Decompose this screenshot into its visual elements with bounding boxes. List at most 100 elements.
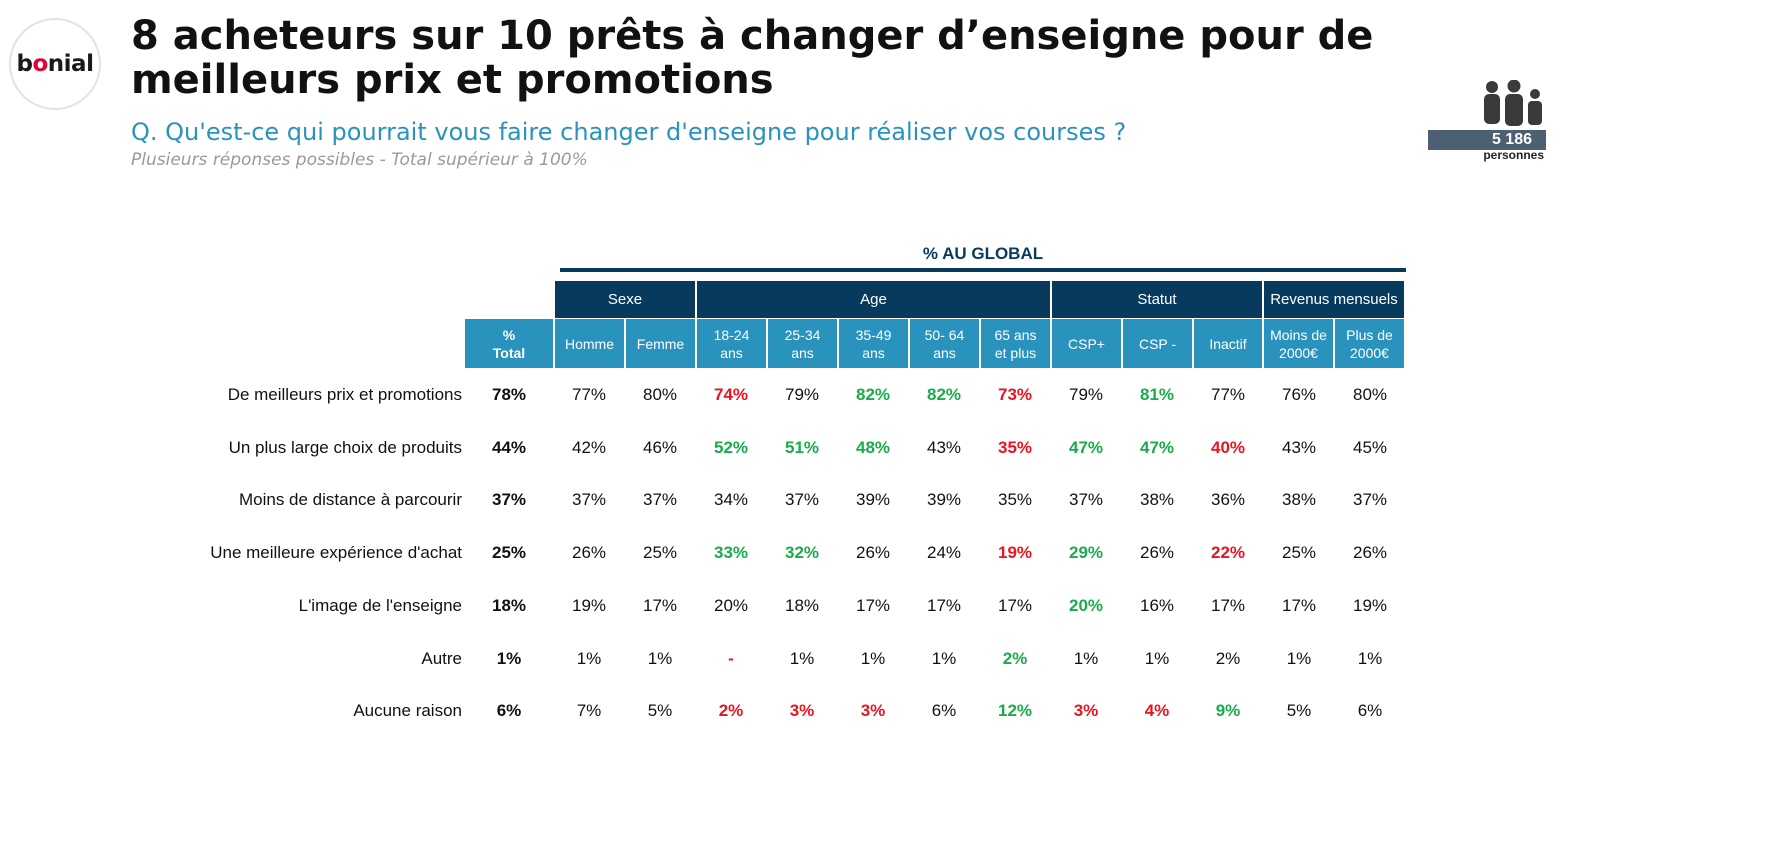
table-cell: 1% xyxy=(576,649,602,668)
total-cell: 25% xyxy=(491,543,527,562)
group-header-revenus: Revenus mensuels xyxy=(1264,281,1404,318)
table-cell: 1% xyxy=(860,649,886,668)
table-cell: 25% xyxy=(642,543,678,562)
table-cell: 76% xyxy=(1281,385,1317,404)
table-cell: 20% xyxy=(713,596,749,615)
total-cell: 44% xyxy=(491,438,527,457)
column-header-35-49: 35-49 ans xyxy=(839,319,908,368)
table-cell: 9% xyxy=(1215,701,1241,720)
table-cell: - xyxy=(728,649,734,668)
table-cell: 42% xyxy=(571,438,607,457)
table-cell: 2% xyxy=(1215,649,1241,668)
total-cell: 18% xyxy=(491,596,527,615)
row-label: De meilleurs prix et promotions xyxy=(227,385,462,404)
table-cell: 26% xyxy=(1139,543,1175,562)
survey-question: Q. Qu'est-ce qui pourrait vous faire cha… xyxy=(131,118,1127,146)
survey-note: Plusieurs réponses possibles - Total sup… xyxy=(131,150,588,170)
table-cell: 5% xyxy=(1286,701,1312,720)
table-cell: 81% xyxy=(1139,385,1175,404)
row-label: Un plus large choix de produits xyxy=(228,438,462,457)
table-cell: 3% xyxy=(1073,701,1099,720)
table-cell: 3% xyxy=(789,701,815,720)
table-cell: 35% xyxy=(997,438,1033,457)
table-cell: 39% xyxy=(926,490,962,509)
table-cell: 39% xyxy=(855,490,891,509)
table-cell: 17% xyxy=(997,596,1033,615)
people-icon xyxy=(1484,80,1542,126)
table-cell: 45% xyxy=(1352,438,1388,457)
table-cell: 37% xyxy=(1068,490,1104,509)
total-cell: 6% xyxy=(496,701,522,720)
row-label: Aucune raison xyxy=(353,701,462,720)
table-cell: 19% xyxy=(571,596,607,615)
table-cell: 46% xyxy=(642,438,678,457)
table-cell: 43% xyxy=(926,438,962,457)
sample-label: personnes xyxy=(1483,148,1544,162)
table-cell: 79% xyxy=(784,385,820,404)
table-cell: 12% xyxy=(997,701,1033,720)
table-cell: 48% xyxy=(855,438,891,457)
table-cell: 1% xyxy=(1357,649,1383,668)
table-cell: 17% xyxy=(642,596,678,615)
table-cell: 1% xyxy=(789,649,815,668)
page-title-line-1: 8 acheteurs sur 10 prêts à changer d’ens… xyxy=(131,13,1374,59)
table-cell: 5% xyxy=(647,701,673,720)
table-cell: 82% xyxy=(855,385,891,404)
column-header-femme: Femme xyxy=(626,319,695,368)
table-cell: 1% xyxy=(647,649,673,668)
column-header-50-64: 50- 64 ans xyxy=(910,319,979,368)
table-cell: 2% xyxy=(718,701,744,720)
column-header-csp-plus: CSP+ xyxy=(1052,319,1121,368)
table-cell: 35% xyxy=(997,490,1033,509)
table-cell: 74% xyxy=(713,385,749,404)
table-cell: 37% xyxy=(571,490,607,509)
table-cell: 6% xyxy=(931,701,957,720)
table-cell: 4% xyxy=(1144,701,1170,720)
table-cell: 80% xyxy=(642,385,678,404)
table-cell: 19% xyxy=(1352,596,1388,615)
column-header-25-34: 25-34 ans xyxy=(768,319,837,368)
column-header-plus-2000: Plus de 2000€ xyxy=(1335,319,1404,368)
sample-size: 5 186 personnes xyxy=(1428,80,1550,164)
global-header-divider xyxy=(560,268,1406,272)
table-cell: 1% xyxy=(1286,649,1312,668)
column-header-csp-minus: CSP - xyxy=(1123,319,1192,368)
table-cell: 32% xyxy=(784,543,820,562)
table-cell: 82% xyxy=(926,385,962,404)
table-cell: 33% xyxy=(713,543,749,562)
table-cell: 38% xyxy=(1139,490,1175,509)
table-cell: 29% xyxy=(1068,543,1104,562)
column-header-total: % Total xyxy=(465,319,553,368)
group-header-statut: Statut xyxy=(1052,281,1262,318)
table-cell: 47% xyxy=(1068,438,1104,457)
table-cell: 80% xyxy=(1352,385,1388,404)
table-cell: 77% xyxy=(1210,385,1246,404)
table-cell: 43% xyxy=(1281,438,1317,457)
table-cell: 1% xyxy=(1073,649,1099,668)
table-cell: 26% xyxy=(1352,543,1388,562)
column-header-homme: Homme xyxy=(555,319,624,368)
column-header-18-24: 18-24 ans xyxy=(697,319,766,368)
table-cell: 38% xyxy=(1281,490,1317,509)
table-cell: 47% xyxy=(1139,438,1175,457)
table-cell: 73% xyxy=(997,385,1033,404)
table-cell: 17% xyxy=(1210,596,1246,615)
table-cell: 37% xyxy=(642,490,678,509)
table-cell: 17% xyxy=(855,596,891,615)
table-cell: 18% xyxy=(784,596,820,615)
row-label: L'image de l'enseigne xyxy=(298,596,462,615)
row-label: Moins de distance à parcourir xyxy=(238,490,462,509)
table-cell: 52% xyxy=(713,438,749,457)
table-cell: 26% xyxy=(855,543,891,562)
table-cell: 1% xyxy=(1144,649,1170,668)
group-header-age: Age xyxy=(697,281,1050,318)
table-cell: 40% xyxy=(1210,438,1246,457)
table-cell: 24% xyxy=(926,543,962,562)
table-cell: 2% xyxy=(1002,649,1028,668)
table-cell: 77% xyxy=(571,385,607,404)
table-cell: 34% xyxy=(713,490,749,509)
page-title-line-2: meilleurs prix et promotions xyxy=(131,57,774,103)
column-header-inactif: Inactif xyxy=(1194,319,1262,368)
table-cell: 51% xyxy=(784,438,820,457)
table-cell: 20% xyxy=(1068,596,1104,615)
